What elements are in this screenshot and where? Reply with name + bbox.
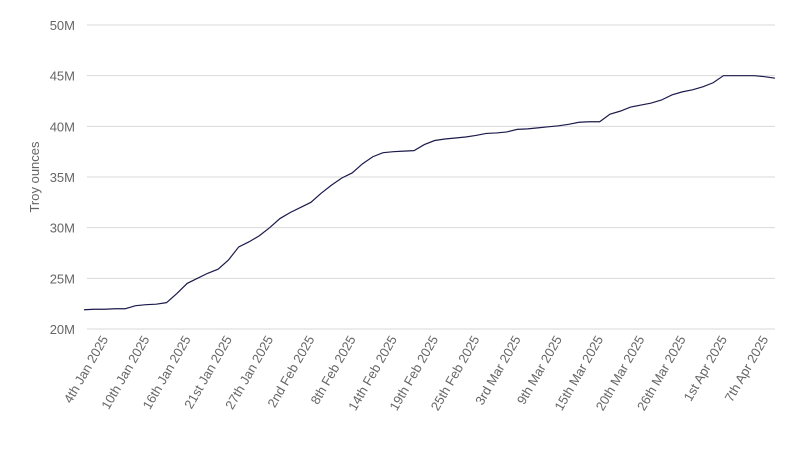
y-tick-label: 50M — [50, 18, 75, 33]
x-tick-label: 7th Apr 2025 — [721, 333, 771, 404]
line — [83, 75, 776, 311]
y-tick-label: 40M — [50, 119, 75, 134]
y-axis-label: Troy ounces — [27, 141, 42, 213]
y-tick-label: 20M — [50, 322, 75, 337]
y-tick-label: 45M — [50, 69, 75, 84]
y-tick-label: 30M — [50, 221, 75, 236]
y-tick-label: 35M — [50, 170, 75, 185]
y-tick-label: 25M — [50, 271, 75, 286]
